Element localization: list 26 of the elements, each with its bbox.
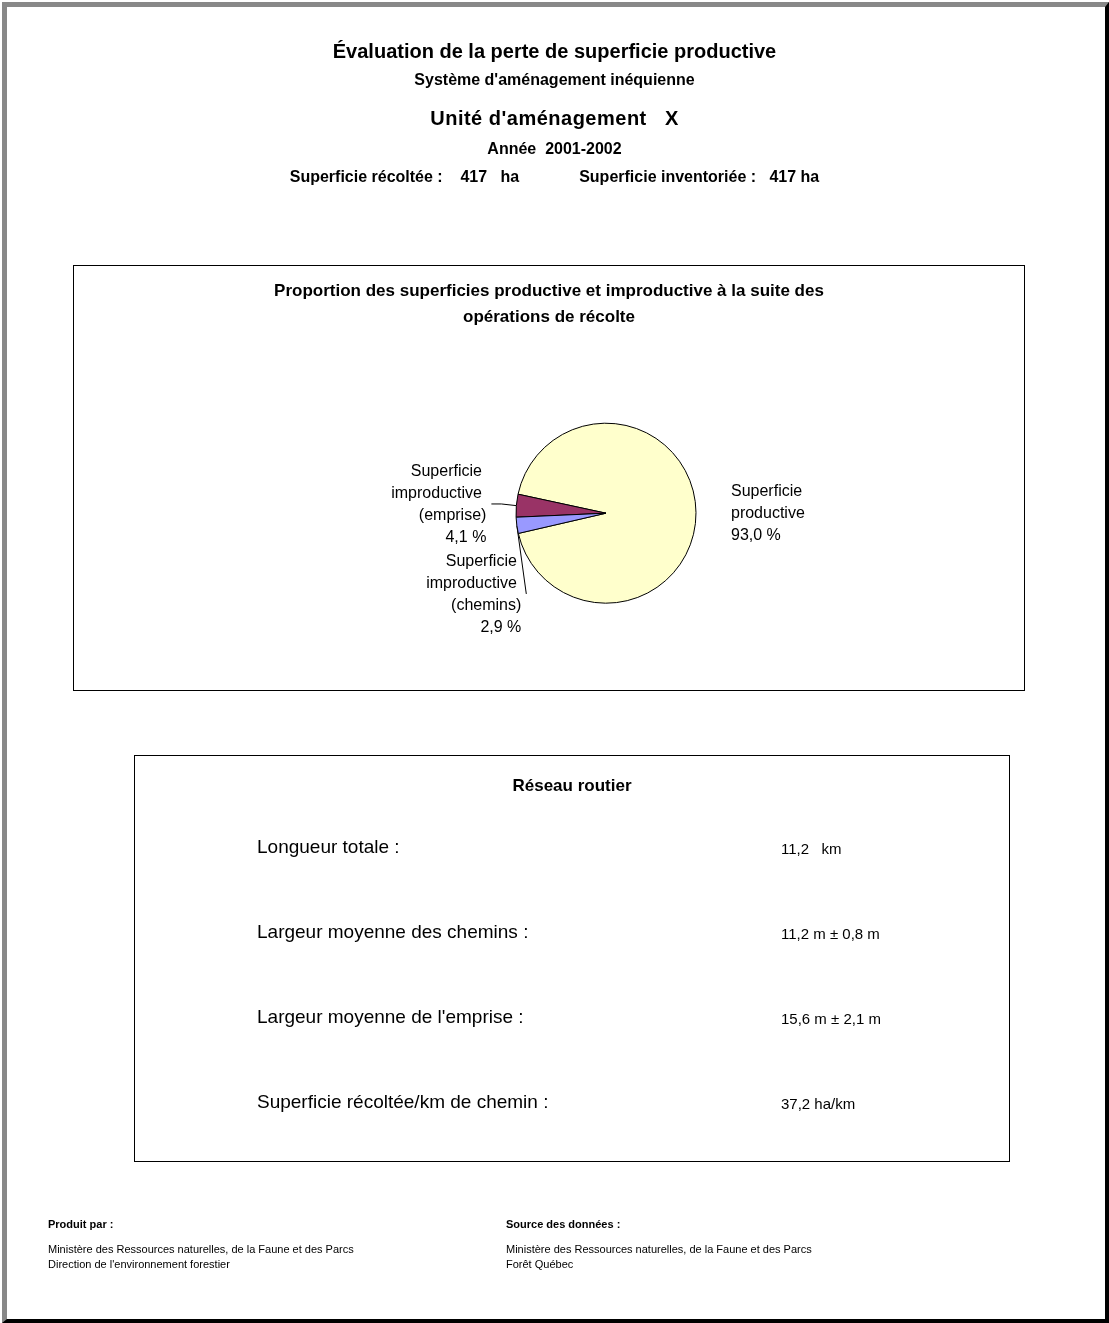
text: Année 2001-2002	[486, 140, 623, 158]
text: Ministère des Ressources naturelles, de la Faune et des Parcs Direction de l'environnement forestier	[48, 1242, 355, 1272]
text: Réseau routier	[511, 776, 633, 796]
text: 37,2 ha/km	[781, 1095, 856, 1112]
text: Superficie récoltée : 417 ha	[289, 168, 520, 186]
text: Produit par :	[48, 1218, 115, 1230]
text: Superficie inventoriée : 417 ha	[579, 168, 820, 186]
source-note: Source des données :	[506, 1218, 622, 1230]
text: 11,2 m ± 0,8 m	[781, 925, 880, 942]
slice-label: Superficie improductive (emprise)	[391, 462, 487, 524]
data-label: 4,1 %	[445, 528, 487, 546]
text: Système d'aménagement inéquienne	[413, 71, 696, 89]
text: Ministère des Ressources naturelles, de la Faune et des Parcs Forêt Québec	[506, 1242, 813, 1272]
data-label: 2,9 %	[480, 618, 522, 636]
text: Largeur moyenne de l'emprise :	[257, 1006, 524, 1027]
text: 11,2 km	[781, 840, 842, 857]
text: Longueur totale :	[257, 836, 400, 857]
chart-title: Proportion des superficies productive et improductive à la suite des opérations de récolte	[273, 280, 825, 328]
text: Largeur moyenne des chemins :	[257, 921, 529, 942]
slice-label: Superficie improductive (chemins)	[426, 552, 522, 614]
text: 15,6 m ± 2,1 m	[781, 1010, 881, 1027]
slice-label: Superficie productive	[731, 481, 807, 521]
data-label: 93,0 %	[731, 525, 781, 543]
text: Unité d'aménagement X	[429, 107, 680, 130]
text: Superficie récoltée/km de chemin :	[257, 1091, 549, 1112]
text: Évaluation de la perte de superficie productive	[331, 40, 778, 63]
